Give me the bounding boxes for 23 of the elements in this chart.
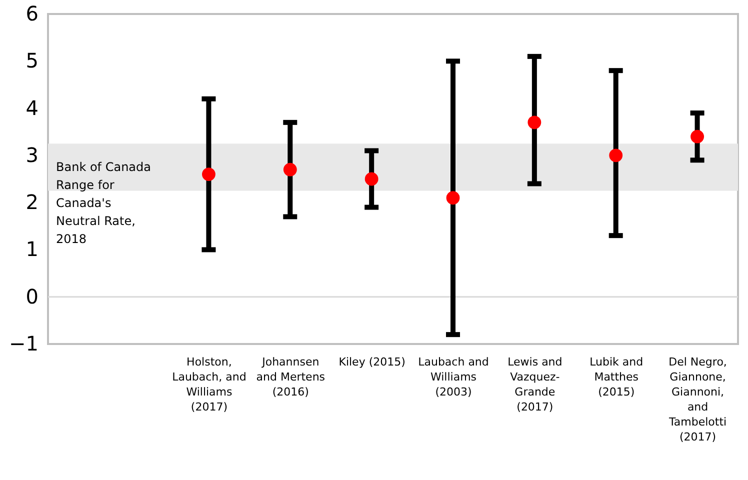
point — [364, 172, 378, 186]
x-tick-label: Johannsen and Mertens (2016) — [256, 356, 326, 398]
band-label: Bank of Canada Range for Canada's Neutral Rate, 2018 — [56, 160, 151, 246]
x-tick-label: Lewis and Vazquez-Grande (2017) — [508, 356, 562, 414]
x-tick-label: Kiley (2015) — [338, 356, 406, 368]
y-tick-label: 3 — [26, 142, 38, 167]
y-tick-label: 4 — [26, 96, 38, 120]
x-tick-label: Lubik and Matthes (2015) — [590, 356, 644, 398]
y-tick-label: 6 — [26, 2, 38, 26]
y-tick-label: 0 — [26, 284, 38, 308]
point — [283, 162, 297, 176]
x-tick-label: Laubach and Williams (2003) — [418, 356, 489, 398]
y-tick-label: −1 — [9, 332, 38, 356]
point — [609, 148, 623, 162]
x-tick-label: Holston, Laubach, and Williams (2017) — [172, 356, 246, 414]
point — [690, 130, 704, 144]
y-tick-label: 1 — [26, 237, 38, 262]
x-tick-label: Del Negro, Giannone, Giannoni, and Tambelotti (2017) — [668, 356, 727, 444]
point — [446, 191, 460, 205]
point — [528, 116, 542, 130]
y-tick-label: 5 — [26, 48, 38, 73]
point — [202, 168, 216, 181]
y-tick-label: 2 — [26, 190, 38, 214]
